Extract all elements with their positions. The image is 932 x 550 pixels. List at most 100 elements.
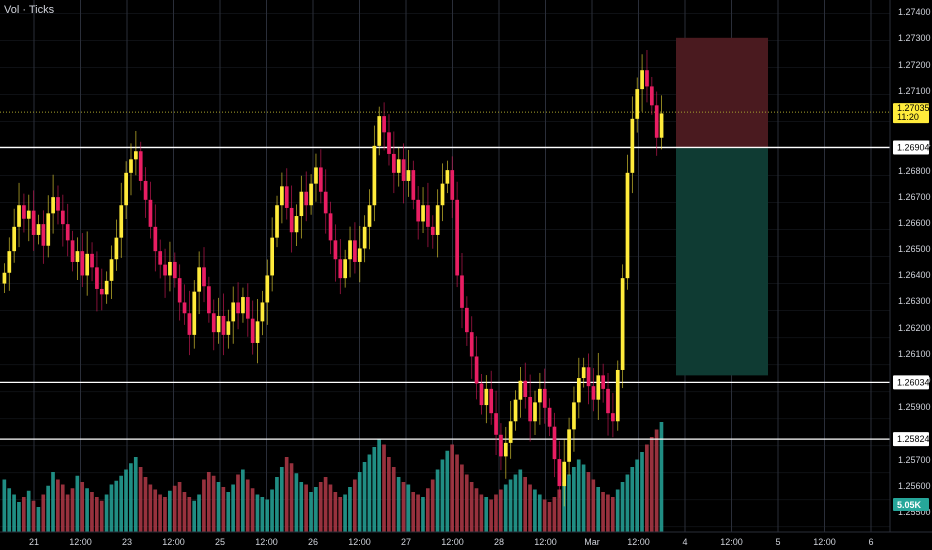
candle-body <box>474 356 479 384</box>
volume-bar <box>51 472 55 532</box>
candle-body <box>508 421 513 443</box>
volume-bar <box>21 497 26 532</box>
volume-bar <box>138 467 143 532</box>
candle-body <box>596 375 601 400</box>
volume-bar <box>348 487 352 532</box>
volume-bar <box>318 482 323 532</box>
candle-body <box>168 261 172 276</box>
volume-bar <box>625 474 630 532</box>
candle-body <box>489 388 494 414</box>
volume-bar <box>148 484 153 532</box>
price-tick-label: 1.25700 <box>898 455 931 465</box>
candle-body <box>129 159 133 173</box>
price-tick-label: 1.27400 <box>898 7 931 17</box>
candle-body <box>294 216 299 233</box>
volume-bar <box>537 494 542 532</box>
volume-bar <box>26 490 31 532</box>
time-axis[interactable]: 21 12:00 23 12:00 25 12:00 26 12:00 27 12:00 28 12:… <box>0 531 932 547</box>
volume-bar <box>469 482 474 532</box>
volume-bar <box>576 459 581 532</box>
level-label-1-bg <box>893 140 929 155</box>
volume-bar <box>177 482 182 532</box>
candle-body <box>601 375 606 389</box>
candle-body <box>547 407 552 427</box>
volume-bar <box>158 494 162 532</box>
volume-bar <box>411 492 416 532</box>
volume-bar <box>260 497 265 532</box>
volume-bar <box>46 485 50 532</box>
candle-body <box>85 253 90 276</box>
candle-body <box>328 213 333 241</box>
candle-body <box>187 313 192 335</box>
volume-bar <box>56 479 60 532</box>
price-tick-label: 1.26100 <box>898 349 931 359</box>
volume-bar <box>572 467 576 532</box>
candle-body <box>659 113 664 138</box>
price-tick-label: 1.26400 <box>898 270 931 280</box>
volume-bar <box>221 487 226 532</box>
volume-legend[interactable]: Vol · Ticks <box>4 4 54 16</box>
volume-bar <box>114 480 119 532</box>
candle-body <box>124 172 128 206</box>
volume-bar <box>289 463 294 532</box>
time-tick-label: 26 <box>308 537 318 547</box>
candle-body <box>499 434 503 457</box>
volume-bars <box>2 422 664 532</box>
candle-body <box>60 210 65 225</box>
candle-body <box>635 89 640 119</box>
candle-body <box>119 205 124 238</box>
volume-bar <box>610 497 615 532</box>
position-tool[interactable] <box>676 37 768 376</box>
volume-bar <box>649 437 654 532</box>
time-tick-label: 12:00 <box>441 537 464 547</box>
volume-bar <box>314 487 318 532</box>
candle-body <box>17 205 21 227</box>
volume-label-bg <box>893 498 929 511</box>
volume-bar <box>279 467 284 532</box>
candle-body <box>640 70 644 90</box>
volume-bar <box>124 469 128 532</box>
price-tick-label: 1.27100 <box>898 86 931 96</box>
volume-bar <box>401 482 406 532</box>
time-tick-label: 21 <box>29 537 39 547</box>
volume-bar <box>494 494 498 532</box>
volume-bar <box>352 479 357 532</box>
horizontal-levels[interactable] <box>0 111 890 440</box>
time-tick-label: 12:00 <box>69 537 92 547</box>
volume-bar <box>552 497 557 532</box>
countdown-label: 11:20 <box>897 112 919 122</box>
current-price-bg <box>893 103 929 124</box>
volume-bar <box>464 474 469 532</box>
volume-bar <box>338 497 343 532</box>
volume-bar <box>65 494 70 532</box>
candle-body <box>649 86 654 106</box>
candle-body <box>421 205 425 222</box>
time-tick-label: Mar <box>584 537 600 547</box>
candle-body <box>343 259 348 279</box>
candle-body <box>606 388 610 414</box>
candle-body <box>163 264 167 276</box>
volume-bar <box>542 499 547 532</box>
volume-bar <box>309 492 313 532</box>
candle-body <box>2 272 7 284</box>
volume-bar <box>523 477 528 532</box>
volume-bar <box>275 477 279 532</box>
candle-body <box>567 429 571 462</box>
volume-bar <box>489 499 493 532</box>
volume-bar <box>265 499 270 532</box>
candle-body <box>314 167 318 184</box>
candle-body <box>450 170 455 200</box>
price-tick-label: 1.26500 <box>898 244 931 254</box>
candle-body <box>411 170 416 200</box>
candle-body <box>241 297 245 314</box>
volume-label: 5.05K <box>897 500 922 510</box>
volume-bar <box>172 485 177 532</box>
candle-body <box>75 251 80 262</box>
volume-bar <box>236 474 240 532</box>
candle-body <box>211 313 216 333</box>
price-tick-label: 1.27200 <box>898 60 931 70</box>
volume-bar <box>421 497 425 532</box>
volume-bar <box>143 477 148 532</box>
candle-body <box>236 302 240 314</box>
